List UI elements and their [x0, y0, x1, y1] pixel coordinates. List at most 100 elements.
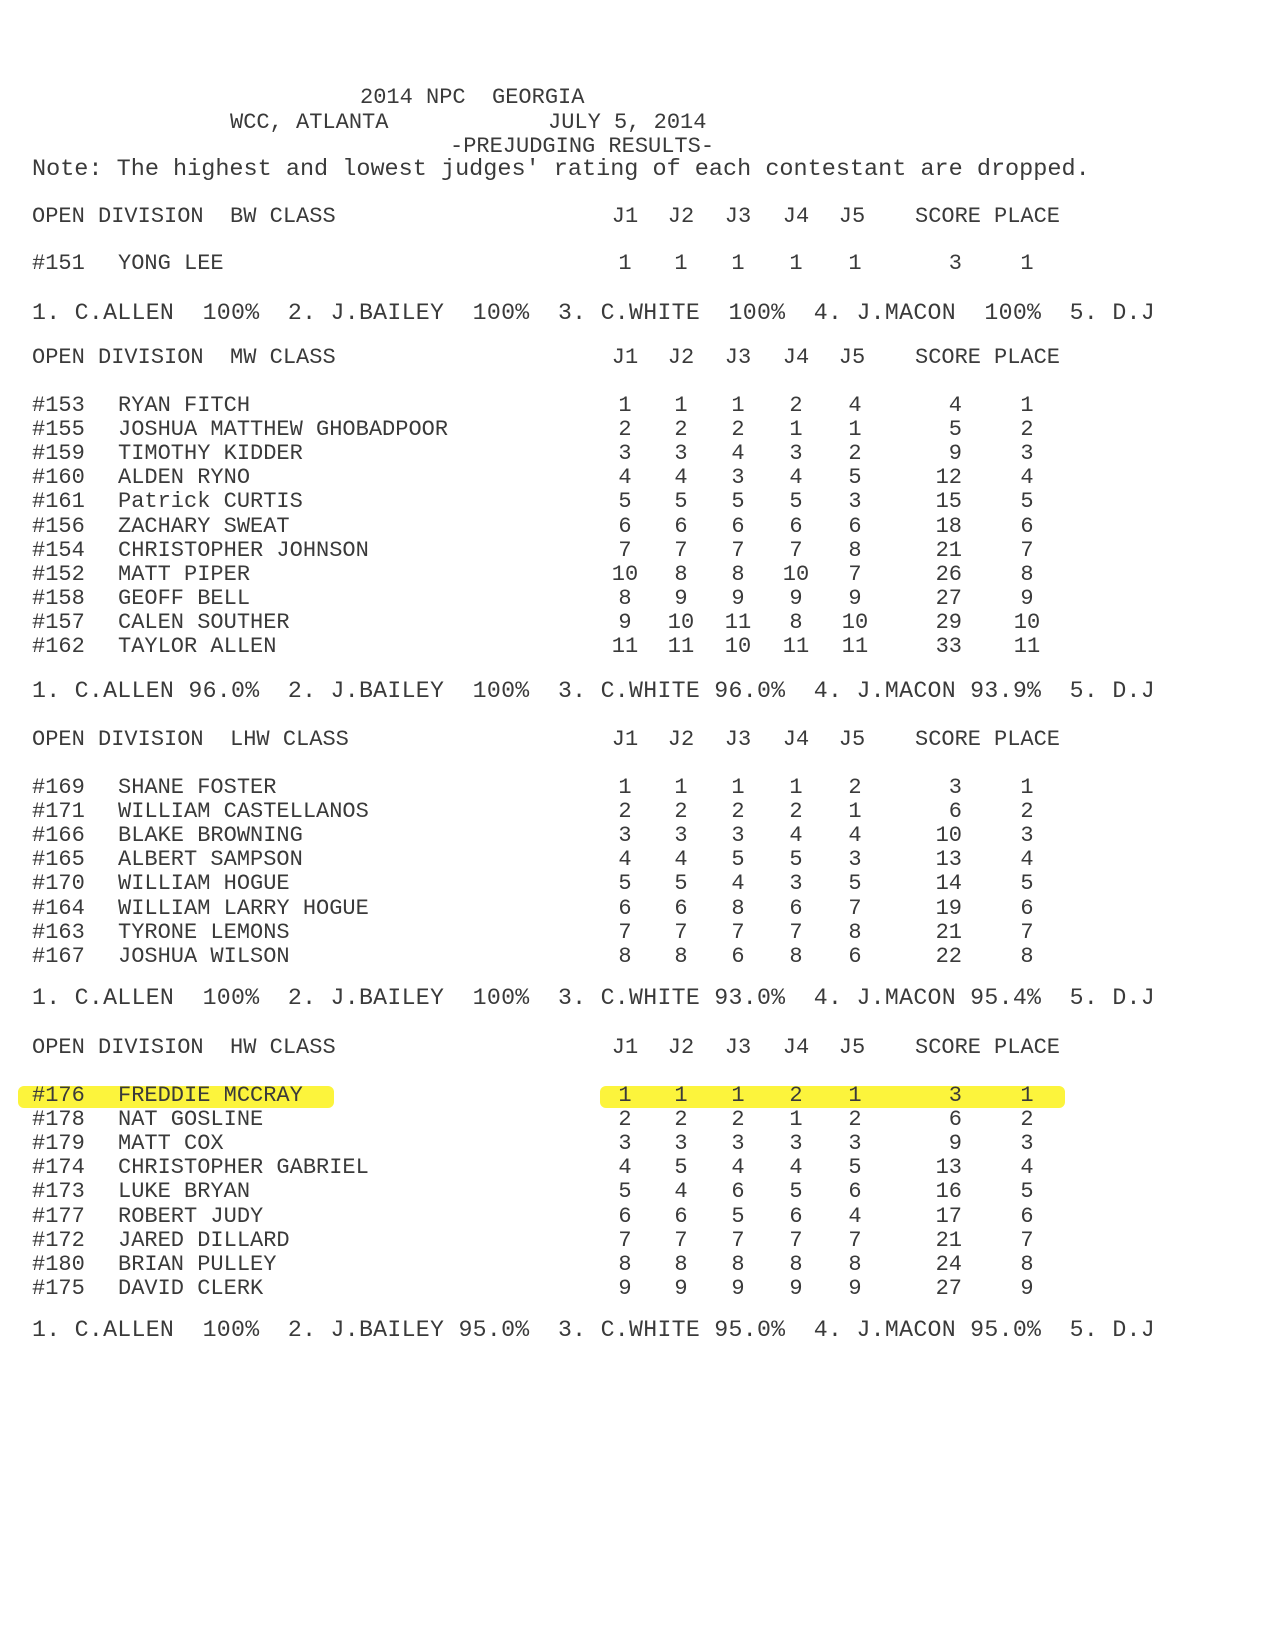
place: 6	[1020, 1203, 1034, 1229]
column-header-j1: J1	[611, 345, 639, 370]
judge-3-rating: 9	[731, 585, 745, 611]
contestant-number: #165	[32, 847, 85, 873]
column-header-j2: J2	[667, 345, 695, 370]
judge-3-rating: 8	[731, 561, 745, 587]
judge-4-rating: 8	[789, 943, 803, 969]
score: 13	[935, 847, 962, 873]
judge-1-rating: 3	[618, 823, 632, 849]
judge-2-rating: 3	[674, 823, 688, 849]
judge-2-rating: 1	[674, 1083, 688, 1108]
judge-3-rating: 2	[731, 417, 745, 443]
judge-2-rating: 6	[674, 895, 688, 921]
judge-2-rating: 5	[674, 871, 688, 897]
contestant-name: MATT COX	[118, 1131, 224, 1157]
judges-agreement-line: 1. C.ALLEN 100% 2. J.BAILEY 100% 3. C.WH…	[32, 985, 1155, 1011]
judge-4-rating: 1	[789, 251, 803, 276]
judge-3-rating: 2	[731, 799, 745, 825]
judge-3-rating: 3	[731, 823, 745, 849]
judge-2-rating: 9	[674, 585, 688, 611]
section-title: OPEN DIVISION HW CLASS	[32, 1035, 336, 1060]
contestant-number: #156	[32, 513, 85, 539]
judge-1-rating: 1	[618, 1083, 632, 1108]
column-header-j1: J1	[611, 1035, 639, 1060]
judge-2-rating: 3	[674, 441, 688, 467]
judge-3-rating: 6	[731, 943, 745, 969]
judge-5-rating: 2	[848, 1107, 862, 1133]
judge-5-rating: 7	[848, 1227, 862, 1253]
column-header-j4: J4	[782, 204, 810, 229]
place: 1	[1020, 775, 1034, 800]
judge-1-rating: 11	[611, 634, 639, 659]
judge-1-rating: 1	[618, 393, 632, 418]
judge-5-rating: 2	[848, 441, 862, 467]
column-header-place: PLACE	[993, 727, 1061, 752]
contestant-name: YONG LEE	[118, 251, 224, 276]
judge-2-rating: 2	[674, 1107, 688, 1133]
judge-5-rating: 5	[848, 1155, 862, 1181]
score: 17	[935, 1203, 962, 1229]
venue: WCC, ATLANTA	[230, 110, 389, 135]
judge-5-rating: 9	[848, 1275, 862, 1301]
judge-5-rating: 1	[848, 251, 862, 276]
score: 4	[948, 393, 962, 418]
judge-4-rating: 2	[789, 393, 803, 418]
judge-2-rating: 1	[674, 775, 688, 800]
score: 16	[935, 1179, 962, 1205]
place: 3	[1020, 1131, 1034, 1157]
place: 9	[1020, 1275, 1034, 1301]
judge-1-rating: 5	[618, 871, 632, 897]
judge-1-rating: 3	[618, 1131, 632, 1157]
judge-5-rating: 1	[848, 417, 862, 443]
column-header-j5: J5	[838, 204, 866, 229]
column-header-j3: J3	[724, 727, 752, 752]
judge-1-rating: 8	[618, 943, 632, 969]
judge-1-rating: 9	[618, 1275, 632, 1301]
contestant-number: #154	[32, 537, 85, 563]
judge-3-rating: 5	[731, 847, 745, 873]
contestant-number: #155	[32, 417, 85, 443]
judge-4-rating: 7	[789, 1227, 803, 1253]
place: 4	[1020, 465, 1034, 491]
judge-1-rating: 7	[618, 919, 632, 945]
contestant-name: TYRONE LEMONS	[118, 919, 290, 945]
judge-5-rating: 3	[848, 489, 862, 515]
column-header-score: SCORE	[914, 727, 982, 752]
score: 27	[935, 585, 962, 611]
section-title: OPEN DIVISION MW CLASS	[32, 345, 336, 370]
place: 5	[1020, 1179, 1034, 1205]
contestant-name: CHRISTOPHER JOHNSON	[118, 537, 369, 563]
judge-5-rating: 1	[848, 1083, 862, 1108]
place: 7	[1020, 919, 1034, 945]
judges-agreement-line: 1. C.ALLEN 100% 2. J.BAILEY 100% 3. C.WH…	[32, 300, 1155, 326]
judge-5-rating: 3	[848, 847, 862, 873]
place: 7	[1020, 1227, 1034, 1253]
judge-3-rating: 1	[731, 1083, 745, 1108]
judge-1-rating: 4	[618, 465, 632, 491]
place: 7	[1020, 537, 1034, 563]
judge-3-rating: 6	[731, 1179, 745, 1205]
judge-2-rating: 9	[674, 1275, 688, 1301]
column-header-j2: J2	[667, 1035, 695, 1060]
judge-4-rating: 1	[789, 1107, 803, 1133]
contestant-number: #177	[32, 1203, 85, 1229]
score: 9	[948, 1131, 962, 1157]
place: 6	[1020, 513, 1034, 539]
judge-5-rating: 10	[841, 609, 869, 635]
contestant-name: WILLIAM LARRY HOGUE	[118, 895, 369, 921]
place: 9	[1020, 585, 1034, 611]
judge-3-rating: 1	[731, 393, 745, 418]
contestant-name: JOSHUA MATTHEW GHOBADPOOR	[118, 417, 449, 443]
judge-3-rating: 11	[724, 609, 752, 635]
judge-4-rating: 4	[789, 465, 803, 491]
contestant-name: ALDEN RYNO	[118, 465, 251, 491]
judge-4-rating: 1	[789, 775, 803, 800]
judge-4-rating: 8	[789, 1251, 803, 1277]
judge-1-rating: 6	[618, 1203, 632, 1229]
judge-2-rating: 7	[674, 919, 688, 945]
judge-4-rating: 6	[789, 1203, 803, 1229]
place: 1	[1020, 251, 1034, 276]
judge-1-rating: 2	[618, 417, 632, 443]
contestant-number: #173	[32, 1179, 85, 1205]
judge-2-rating: 4	[674, 1179, 688, 1205]
judge-5-rating: 5	[848, 465, 862, 491]
